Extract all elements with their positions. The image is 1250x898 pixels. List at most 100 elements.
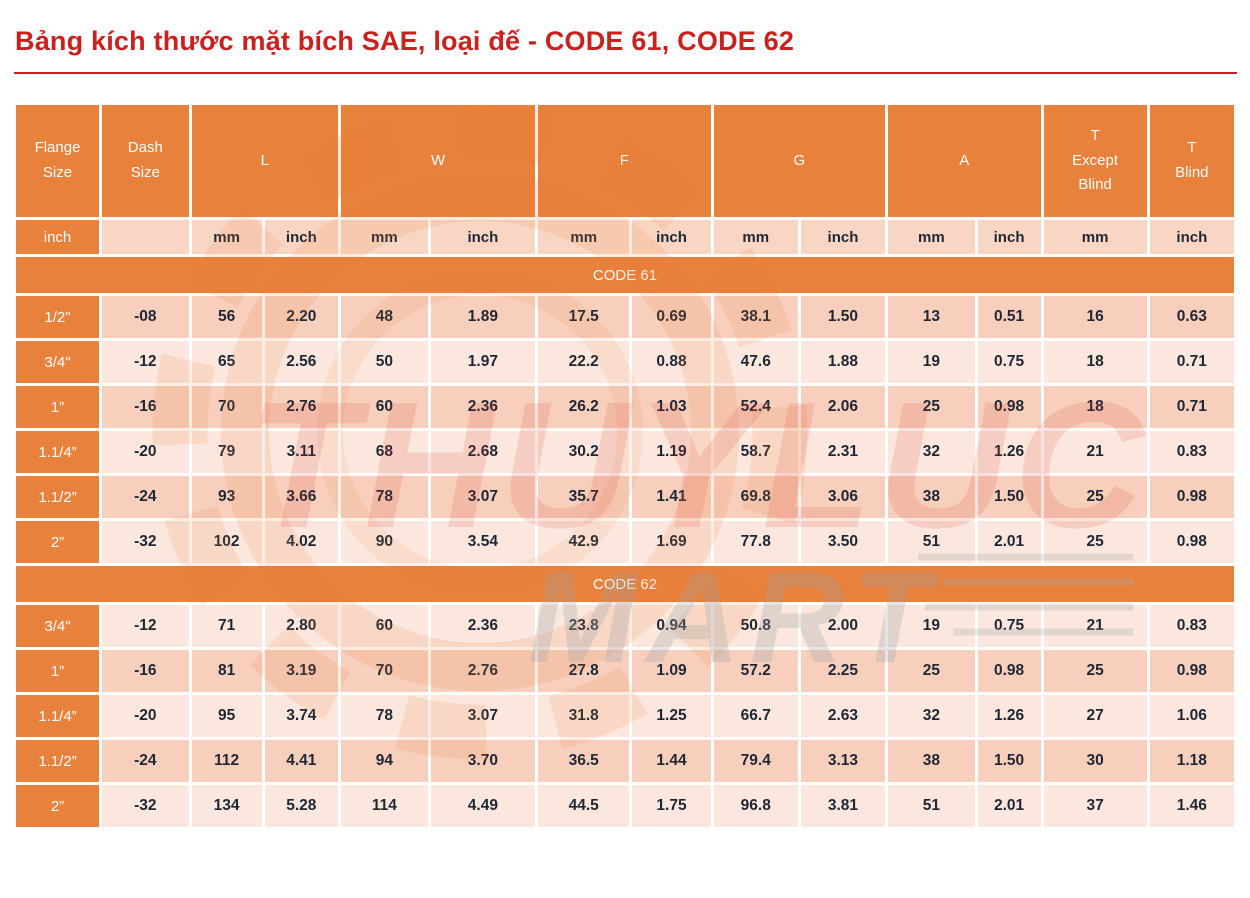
value-cell: 69.8 xyxy=(713,476,798,518)
value-cell: 2.36 xyxy=(430,605,536,647)
value-cell: 93 xyxy=(191,476,262,518)
value-cell: 52.4 xyxy=(713,386,798,428)
value-cell: -12 xyxy=(102,605,189,647)
flange-size-cell: 1” xyxy=(16,650,100,692)
value-cell: 1.26 xyxy=(977,695,1041,737)
value-cell: 1.75 xyxy=(632,785,711,827)
value-cell: 1.03 xyxy=(632,386,711,428)
value-cell: 3.70 xyxy=(430,740,536,782)
unit-cell: inch xyxy=(16,220,100,254)
value-cell: 1.06 xyxy=(1149,695,1234,737)
value-cell: 56 xyxy=(191,296,262,338)
unit-cell: inch xyxy=(430,220,536,254)
value-cell: 2.63 xyxy=(800,695,886,737)
table-row: 1.1/4” -20 95 3.74 78 3.07 31.8 1.25 66.7 2.63 32 1… xyxy=(16,695,1234,737)
value-cell: 3.06 xyxy=(800,476,886,518)
unit-cell: mm xyxy=(538,220,630,254)
value-cell: 50 xyxy=(341,341,428,383)
value-cell: 2.76 xyxy=(264,386,339,428)
col-header-w: W xyxy=(341,105,536,217)
value-cell: 48 xyxy=(341,296,428,338)
value-cell: 3.13 xyxy=(800,740,886,782)
value-cell: 3.81 xyxy=(800,785,886,827)
value-cell: 18 xyxy=(1043,386,1147,428)
value-cell: 38 xyxy=(888,740,975,782)
value-cell: 2.01 xyxy=(977,785,1041,827)
value-cell: 134 xyxy=(191,785,262,827)
table-row: 2” -32 134 5.28 114 4.49 44.5 1.75 96.8 3.81 51 2.0… xyxy=(16,785,1234,827)
value-cell: -16 xyxy=(102,650,189,692)
unit-cell: mm xyxy=(191,220,262,254)
value-cell: 65 xyxy=(191,341,262,383)
value-cell: -32 xyxy=(102,785,189,827)
section-band-code-62: CODE 62 xyxy=(16,566,1234,602)
flange-size-cell: 1.1/2” xyxy=(16,740,100,782)
sae-flange-size-table: Flange Size Dash Size L W F G A T Except Blind T… xyxy=(13,102,1237,830)
value-cell: 2.01 xyxy=(977,521,1041,563)
unit-cell: mm xyxy=(1043,220,1147,254)
value-cell: 3.66 xyxy=(264,476,339,518)
value-cell: 66.7 xyxy=(713,695,798,737)
flange-size-cell: 2” xyxy=(16,785,100,827)
value-cell: 102 xyxy=(191,521,262,563)
col-header-t-except-blind: T Except Blind xyxy=(1043,105,1147,217)
value-cell: 3.50 xyxy=(800,521,886,563)
value-cell: 1.50 xyxy=(977,476,1041,518)
value-cell: 112 xyxy=(191,740,262,782)
value-cell: 47.6 xyxy=(713,341,798,383)
value-cell: 13 xyxy=(888,296,975,338)
section-band-row: CODE 61 xyxy=(16,257,1234,293)
value-cell: 27 xyxy=(1043,695,1147,737)
value-cell: 1.50 xyxy=(800,296,886,338)
value-cell: 1.69 xyxy=(632,521,711,563)
unit-cell: inch xyxy=(264,220,339,254)
value-cell: 25 xyxy=(1043,476,1147,518)
value-cell: 71 xyxy=(191,605,262,647)
flange-size-cell: 1.1/4” xyxy=(16,431,100,473)
value-cell: 0.98 xyxy=(977,650,1041,692)
col-header-l: L xyxy=(191,105,339,217)
value-cell: 0.71 xyxy=(1149,386,1234,428)
unit-cell: mm xyxy=(888,220,975,254)
value-cell: 27.8 xyxy=(538,650,630,692)
table-row: 1” -16 81 3.19 70 2.76 27.8 1.09 57.2 2.25 25 0.98 2… xyxy=(16,650,1234,692)
value-cell: 1.46 xyxy=(1149,785,1234,827)
value-cell: -20 xyxy=(102,695,189,737)
value-cell: 51 xyxy=(888,785,975,827)
table-row: 1.1/2” -24 112 4.41 94 3.70 36.5 1.44 79.4 3.13 38… xyxy=(16,740,1234,782)
value-cell: 1.26 xyxy=(977,431,1041,473)
table-row: 3/4" -12 65 2.56 50 1.97 22.2 0.88 47.6 1.88 19 0.7… xyxy=(16,341,1234,383)
value-cell: 19 xyxy=(888,605,975,647)
flange-size-cell: 3/4" xyxy=(16,605,100,647)
col-header-t-blind: T Blind xyxy=(1149,105,1234,217)
col-header-flange-size: Flange Size xyxy=(16,105,100,217)
value-cell: 32 xyxy=(888,431,975,473)
value-cell: 2.80 xyxy=(264,605,339,647)
flange-size-cell: 2” xyxy=(16,521,100,563)
value-cell: 16 xyxy=(1043,296,1147,338)
value-cell: 22.2 xyxy=(538,341,630,383)
value-cell: 26.2 xyxy=(538,386,630,428)
value-cell: 25 xyxy=(1043,521,1147,563)
value-cell: 57.2 xyxy=(713,650,798,692)
col-header-label: T Except Blind xyxy=(1072,126,1119,194)
value-cell: -16 xyxy=(102,386,189,428)
value-cell: -12 xyxy=(102,341,189,383)
value-cell: 3.74 xyxy=(264,695,339,737)
col-header-label: A xyxy=(959,151,970,169)
value-cell: 17.5 xyxy=(538,296,630,338)
value-cell: 2.25 xyxy=(800,650,886,692)
value-cell: 81 xyxy=(191,650,262,692)
col-header-label: L xyxy=(260,151,270,169)
flange-size-cell: 1.1/2” xyxy=(16,476,100,518)
value-cell: 2.76 xyxy=(430,650,536,692)
value-cell: 4.02 xyxy=(264,521,339,563)
value-cell: 68 xyxy=(341,431,428,473)
col-header-g: G xyxy=(713,105,886,217)
section-band-code-61: CODE 61 xyxy=(16,257,1234,293)
value-cell: 19 xyxy=(888,341,975,383)
flange-size-cell: 1” xyxy=(16,386,100,428)
col-header-label: F xyxy=(619,151,629,169)
flange-size-cell: 3/4" xyxy=(16,341,100,383)
value-cell: 78 xyxy=(341,476,428,518)
